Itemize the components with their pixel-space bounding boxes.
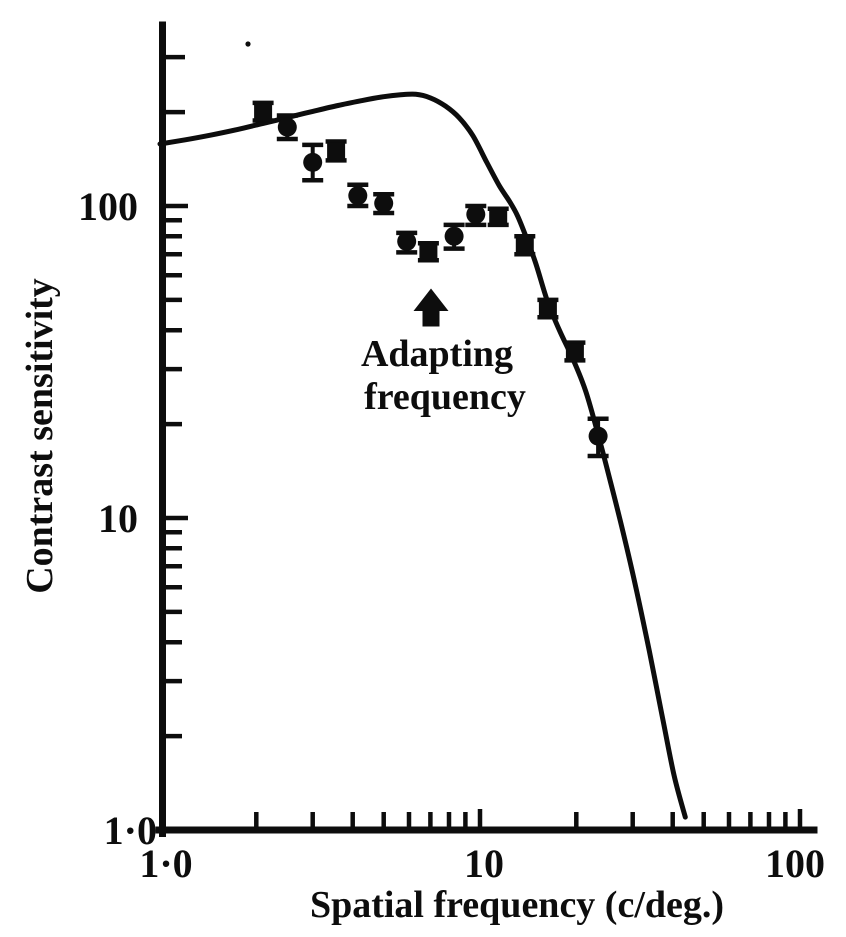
- y-axis-tick-labels: 1·0 10 100: [78, 184, 157, 853]
- x-tick-label: 1·0: [139, 841, 192, 886]
- circle-marker: [444, 226, 464, 246]
- square-marker: [565, 343, 584, 362]
- adapting-frequency-annotation: Adapting frequency: [361, 288, 526, 418]
- x-tick-label: 10: [464, 841, 504, 886]
- square-marker: [515, 236, 534, 254]
- square-marker: [327, 142, 346, 161]
- y-axis-ticks: [162, 54, 188, 739]
- data-point: [347, 182, 369, 209]
- circle-marker: [277, 117, 297, 137]
- data-point: [514, 233, 536, 257]
- data-point: [487, 206, 509, 228]
- y-tick-label: 1·0: [104, 808, 157, 853]
- data-point: [465, 203, 487, 228]
- data-point: [443, 222, 465, 251]
- data-point: [587, 416, 609, 459]
- annotation-line-1: Adapting: [361, 333, 513, 375]
- circle-marker: [397, 231, 417, 251]
- data-point: [276, 113, 298, 142]
- data-point: [396, 230, 418, 255]
- data-point: [537, 297, 559, 320]
- data-point: [325, 139, 347, 163]
- sensitivity-curve: [157, 91, 688, 820]
- data-point: [302, 142, 324, 183]
- x-axis-tick-labels: 1·0 10 100: [139, 841, 825, 886]
- y-axis-label: Contrast sensitivity: [19, 278, 61, 594]
- data-point: [373, 192, 395, 216]
- up-arrow-icon: [413, 288, 449, 327]
- circle-marker: [374, 193, 394, 213]
- print-speck: [245, 41, 251, 47]
- y-tick-label: 10: [98, 496, 138, 541]
- x-tick-label: 100: [765, 841, 825, 886]
- square-marker: [419, 243, 438, 262]
- y-tick-label: 100: [78, 184, 138, 229]
- data-points-group: [252, 100, 609, 459]
- square-marker: [254, 103, 273, 122]
- data-point: [252, 100, 274, 123]
- square-marker: [538, 299, 557, 318]
- x-axis-label: Spatial frequency (c/deg.): [310, 884, 724, 926]
- data-point: [564, 340, 586, 363]
- square-marker: [489, 208, 508, 227]
- axes: [155, 21, 818, 837]
- annotation-line-2: frequency: [364, 376, 526, 418]
- circle-marker: [466, 204, 486, 224]
- data-point: [417, 240, 439, 263]
- circle-marker: [303, 152, 323, 172]
- circle-marker: [588, 426, 608, 446]
- circle-marker: [348, 186, 368, 206]
- x-axis-ticks: [254, 809, 803, 830]
